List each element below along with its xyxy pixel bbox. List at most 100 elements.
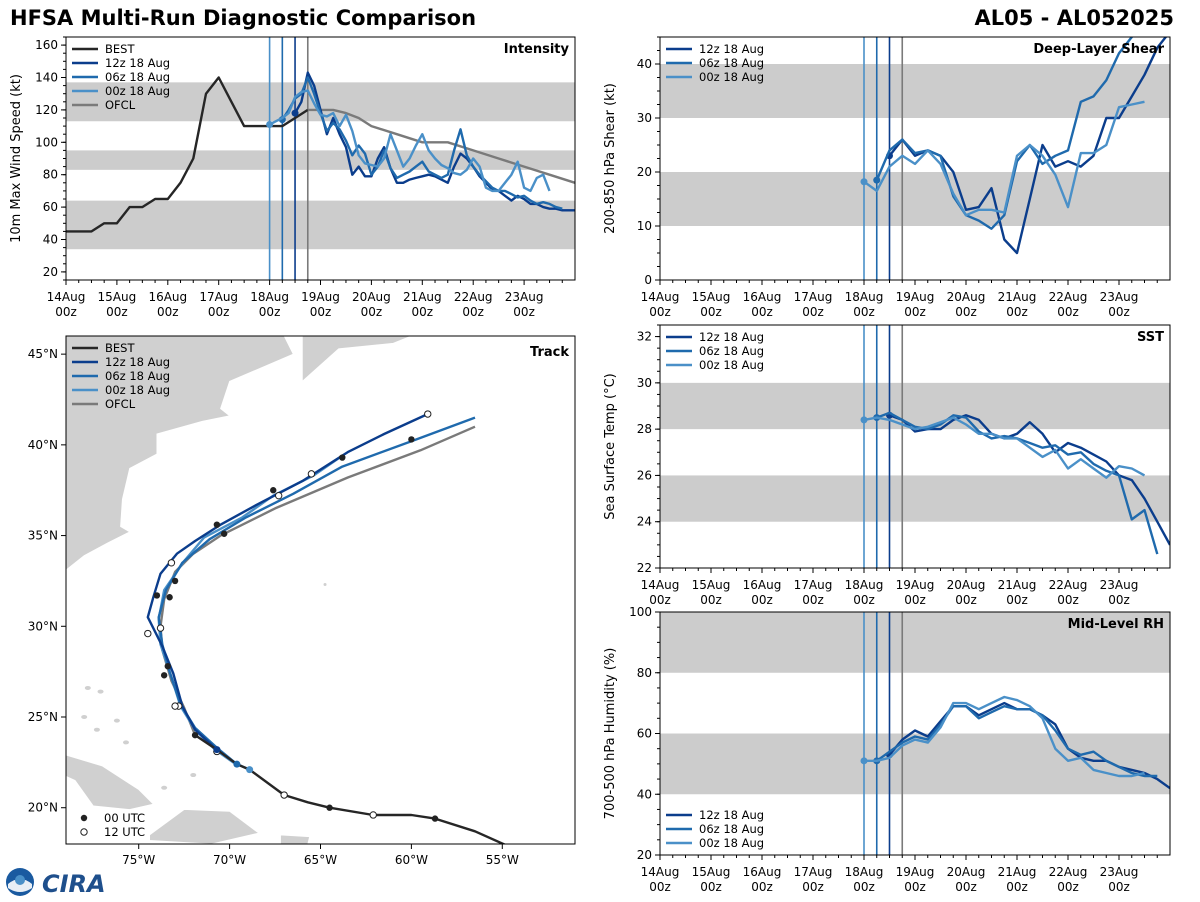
x-tick-label: 19Aug	[896, 865, 935, 879]
init-marker-00z-18-aug	[266, 120, 274, 128]
y-tick-label: 20	[637, 848, 652, 862]
init-marker-06z-18-aug	[873, 176, 881, 184]
x-tick-label: 00z	[1057, 593, 1079, 607]
track-line-00z-18-aug	[157, 454, 343, 771]
legend-label: 12z 18 Aug	[699, 42, 764, 56]
x-tick-label: 22Aug	[1049, 290, 1088, 304]
x-tick-label: 22Aug	[1049, 865, 1088, 879]
legend-label: 06z 18 Aug	[105, 369, 170, 383]
y-axis-label: 200-850 hPa Shear (kt)	[603, 83, 618, 234]
marker-00utc	[220, 530, 228, 537]
track-map-area	[66, 336, 507, 844]
x-tick-label: 19Aug	[301, 290, 340, 304]
land-north-america	[66, 336, 294, 571]
x-tick-label: 00z	[853, 880, 875, 894]
panel-title: SST	[1137, 330, 1164, 345]
series-line-00z-18-aug	[863, 416, 1146, 479]
x-tick-label: 00z	[1108, 880, 1130, 894]
legend-label: 12z 18 Aug	[699, 330, 764, 344]
land-bahamas	[93, 727, 100, 732]
x-tick-label: 00z	[751, 880, 773, 894]
legend-label: 12z 18 Aug	[105, 355, 170, 369]
x-tick-label: 00z	[259, 305, 281, 319]
y-tick-label: 22	[637, 561, 652, 575]
cira-logo: CIRA	[4, 866, 114, 898]
lat-tick-label: 45°N	[28, 347, 58, 361]
series-line-ofcl	[307, 108, 575, 184]
panel-title: Track	[530, 345, 569, 360]
legend-label: OFCL	[105, 397, 136, 411]
x-tick-label: 00z	[649, 305, 671, 319]
x-tick-label: 00z	[1057, 880, 1079, 894]
x-tick-label: 00z	[853, 305, 875, 319]
lat-tick-label: 20°N	[28, 801, 58, 815]
x-tick-label: 00z	[361, 305, 383, 319]
x-tick-label: 00z	[513, 305, 535, 319]
y-tick-label: 30	[637, 111, 652, 125]
y-axis-label: Sea Surface Temp (°C)	[603, 373, 618, 520]
marker-00utc	[166, 594, 173, 601]
legend-label: BEST	[105, 341, 135, 355]
shear-panel: 01020304014Aug00z15Aug00z16Aug00z17Aug00…	[603, 36, 1171, 319]
x-tick-label: 18Aug	[845, 865, 884, 879]
x-tick-label: 19Aug	[896, 290, 935, 304]
y-tick-label: 120	[35, 103, 58, 117]
x-tick-label: 00z	[1006, 305, 1028, 319]
intensity-plot-area	[66, 37, 575, 280]
land-bahamas	[161, 785, 168, 790]
x-tick-label: 16Aug	[743, 865, 782, 879]
series-line-12z-18-aug	[294, 71, 575, 212]
x-tick-label: 22Aug	[454, 290, 493, 304]
marker-12utc	[280, 791, 288, 799]
storm-id: AL05 - AL052025	[974, 6, 1175, 30]
marker-00utc	[171, 577, 179, 585]
legend-marker-00utc	[80, 814, 88, 822]
x-tick-label: 23Aug	[505, 290, 544, 304]
x-tick-label: 00z	[1108, 593, 1130, 607]
x-tick-label: 00z	[751, 305, 773, 319]
threshold-band	[66, 150, 575, 170]
lat-tick-label: 35°N	[28, 529, 58, 543]
x-tick-label: 15Aug	[692, 865, 731, 879]
threshold-band	[660, 64, 1170, 118]
x-tick-label: 16Aug	[743, 290, 782, 304]
x-tick-label: 15Aug	[98, 290, 137, 304]
track-line-06z-18-aug	[157, 416, 476, 766]
marker-00utc	[213, 521, 221, 528]
legend-label: 06z 18 Aug	[699, 822, 764, 836]
x-tick-label: 21Aug	[403, 290, 442, 304]
legend-label: 12 UTC	[104, 825, 145, 839]
y-tick-label: 100	[629, 605, 652, 619]
x-tick-label: 21Aug	[998, 865, 1037, 879]
x-tick-label: 17Aug	[794, 865, 833, 879]
series-line-12z-18-aug	[889, 414, 1170, 546]
land-puerto-rico	[280, 834, 311, 844]
x-tick-label: 00z	[55, 305, 77, 319]
marker-00utc	[160, 672, 168, 679]
y-axis-label: 10m Max Wind Speed (kt)	[9, 74, 24, 243]
y-tick-label: 30	[637, 376, 652, 390]
x-tick-label: 00z	[955, 305, 977, 319]
x-tick-label: 00z	[1108, 305, 1130, 319]
x-tick-label: 17Aug	[794, 578, 833, 592]
y-tick-label: 24	[637, 515, 652, 529]
y-tick-label: 32	[637, 330, 652, 344]
shear-plot-area	[660, 37, 1170, 280]
sst-panel: 22242628303214Aug00z15Aug00z16Aug00z17Au…	[603, 324, 1171, 607]
land-nova-scotia	[301, 336, 412, 383]
x-tick-label: 21Aug	[998, 290, 1037, 304]
cira-text: CIRA	[42, 870, 106, 898]
lon-tick-label: 65°W	[304, 853, 337, 867]
x-tick-label: 00z	[649, 880, 671, 894]
legend-label: 06z 18 Aug	[105, 70, 170, 84]
marker-12utc	[171, 702, 179, 710]
legend-label: 00z 18 Aug	[699, 70, 764, 84]
x-tick-label: 17Aug	[794, 290, 833, 304]
marker-00utc	[431, 815, 439, 822]
x-tick-label: 00z	[1006, 593, 1028, 607]
legend-label: 12z 18 Aug	[105, 56, 170, 70]
init-marker-00z-18-aug	[860, 178, 868, 186]
x-tick-label: 15Aug	[692, 290, 731, 304]
marker-00utc	[326, 804, 333, 811]
x-tick-label: 00z	[955, 880, 977, 894]
